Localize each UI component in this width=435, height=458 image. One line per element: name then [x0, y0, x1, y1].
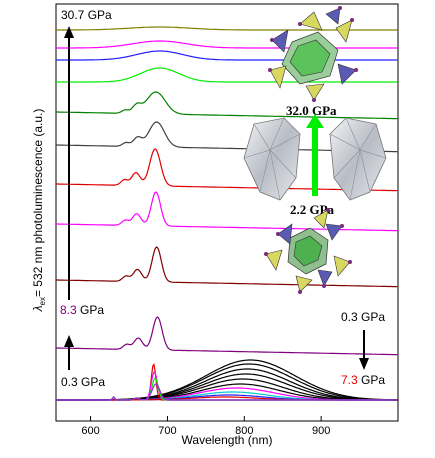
lower-pressure-arrowhead [64, 335, 74, 347]
mid-pressure-unit: GPa [77, 303, 105, 317]
spectrum-line-20 [56, 91, 398, 120]
right-low-pressure-label: 0.3 GPa [341, 310, 385, 324]
y-axis-label-text: = 532 nm photoluminescence (a.u.) [31, 109, 45, 297]
y-axis-label-symbol: λ [31, 305, 45, 312]
top-pressure-label: 30.7 GPa [61, 8, 112, 22]
spectrum-line-17 [56, 191, 398, 232]
green-pressure-arrow [312, 126, 318, 196]
right-pressure-unit: GPa [358, 373, 386, 387]
spectrum-line-21 [56, 67, 398, 83]
green-pressure-arrowhead [306, 114, 324, 128]
plot-frame [55, 3, 399, 422]
spectrum-line-23 [56, 40, 398, 49]
x-tick-label: 600 [81, 425, 99, 437]
diamond-left-image [243, 117, 301, 201]
x-tick-label: 700 [158, 425, 176, 437]
x-axis-ticks: 600 700 800 900 [81, 416, 330, 437]
mid-pressure-label: 8.3 GPa [60, 303, 104, 317]
spectrum-line-16 [56, 246, 398, 288]
y-axis-label-subscript: ex [38, 297, 47, 305]
inset-upper-label: 32.0 GPa [286, 103, 337, 118]
spectrum-line-15 [56, 316, 398, 356]
upper-crystal-structure-image [268, 6, 358, 102]
x-tick-label: 800 [235, 425, 253, 437]
right-pressure-label: 7.3 GPa [341, 373, 385, 387]
right-pressure-arrowhead [359, 358, 369, 370]
x-tick-label: 900 [312, 425, 330, 437]
spectrum-line-14 [56, 383, 398, 401]
lower-crystal-structure-image [264, 208, 352, 294]
spectrum-line-22 [56, 50, 398, 61]
right-pressure-value: 7.3 [341, 373, 358, 387]
upper-pressure-arrowhead [64, 26, 74, 38]
svg-text:λex= 532 nm photoluminescence: λex= 532 nm photoluminescence (a.u.) [31, 109, 47, 313]
x-axis-label: Wavelength (nm) [182, 433, 273, 447]
low-pressure-label: 0.3 GPa [61, 375, 105, 389]
mid-pressure-value: 8.3 [60, 303, 77, 317]
diamond-right-image [329, 117, 387, 201]
series-layer [56, 26, 398, 401]
y-axis-label: λex= 532 nm photoluminescence (a.u.) [31, 109, 47, 313]
spectrum-line-18 [56, 148, 398, 192]
